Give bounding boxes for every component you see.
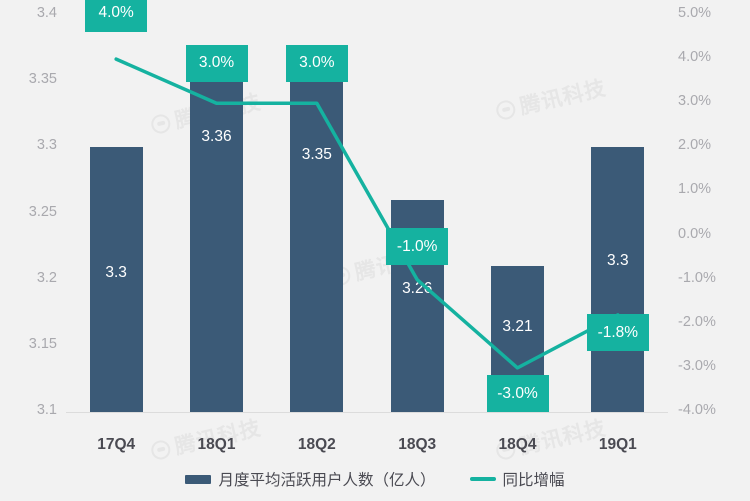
bar-value-label: 3.35 — [301, 146, 332, 164]
bar-swatch-icon — [185, 474, 212, 484]
x-axis-tick: 18Q2 — [297, 436, 336, 453]
right-axis-tick: -2.0% — [678, 313, 716, 330]
watermark: 腾讯科技 — [493, 72, 609, 126]
legend-item-line[interactable]: 同比增幅 — [469, 468, 565, 490]
left-axis-tick: 3.15 — [28, 335, 57, 352]
right-axis-tick: 5.0% — [678, 5, 712, 21]
line-value-label: 3.0% — [285, 44, 348, 82]
bar[interactable] — [591, 147, 645, 412]
legend-item-label: 月度平均活跃用户人数（亿人） — [218, 472, 436, 489]
left-axis-tick: 3.4 — [36, 5, 57, 21]
axis-baseline — [66, 412, 668, 413]
watermark-text: 腾讯科技 — [517, 76, 609, 119]
bar[interactable] — [190, 67, 243, 412]
bar[interactable] — [290, 81, 344, 412]
chart-legend: 月度平均活跃用户人数（亿人） 同比增幅 — [0, 468, 750, 490]
right-axis-tick: 3.0% — [678, 93, 712, 110]
line-value-label: -3.0% — [486, 375, 549, 413]
tencent-logo-icon — [494, 98, 518, 121]
left-axis-tick: 3.35 — [28, 71, 57, 88]
bar-value-label: 3.26 — [402, 280, 433, 298]
line-swatch-icon — [469, 477, 496, 481]
x-axis-tick: 18Q3 — [398, 436, 437, 453]
left-axis-tick: 3.3 — [36, 137, 57, 154]
x-axis-tick: 19Q1 — [598, 436, 637, 453]
x-axis-tick: 17Q4 — [97, 436, 136, 453]
line-value-label: 3.0% — [185, 44, 248, 82]
right-axis-tick: -4.0% — [678, 402, 716, 418]
line-value-label: 4.0% — [85, 0, 148, 32]
bar-value-label: 3.3 — [607, 252, 629, 270]
right-axis-tick: 1.0% — [678, 181, 712, 198]
left-axis-tick: 3.25 — [28, 203, 57, 220]
left-axis-tick: 3.2 — [36, 269, 57, 286]
tencent-logo-icon — [149, 112, 173, 135]
x-axis-tick: 18Q4 — [498, 436, 537, 453]
left-axis-tick: 3.1 — [36, 402, 57, 418]
x-axis-tick: 18Q1 — [197, 436, 236, 453]
right-axis-tick: 0.0% — [678, 225, 712, 242]
bar-value-label: 3.3 — [105, 264, 127, 282]
legend-item-label: 同比增幅 — [502, 472, 565, 489]
right-axis-tick: 2.0% — [678, 137, 712, 154]
bar-value-label: 3.36 — [201, 127, 232, 145]
line-value-label: -1.8% — [586, 314, 649, 352]
right-axis-tick: -1.0% — [678, 269, 716, 286]
line-value-label: -1.0% — [386, 228, 449, 266]
right-axis-tick: -3.0% — [678, 357, 716, 374]
bar-value-label: 3.21 — [502, 318, 533, 336]
legend-item-bar[interactable]: 月度平均活跃用户人数（亿人） — [185, 468, 436, 490]
right-axis-tick: 4.0% — [678, 49, 712, 66]
